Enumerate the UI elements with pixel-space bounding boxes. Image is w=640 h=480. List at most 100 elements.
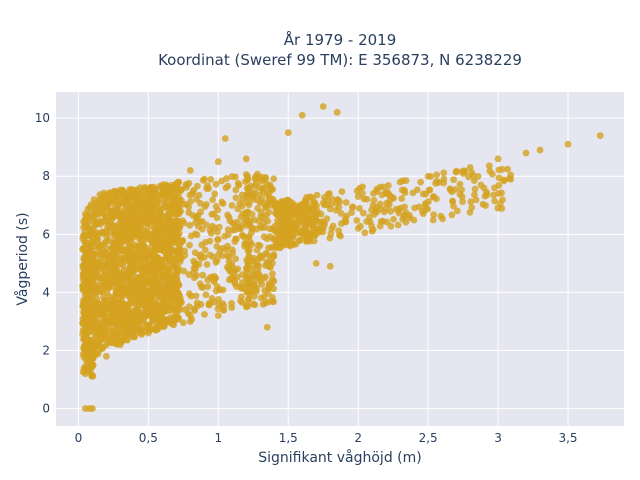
data-point (413, 186, 421, 194)
data-point (248, 241, 256, 248)
data-point (100, 305, 108, 313)
data-point (459, 198, 466, 206)
data-point (486, 167, 494, 175)
data-point (89, 268, 97, 276)
data-point (120, 286, 128, 294)
y-axis-title: Vågperiod (s) (14, 212, 31, 305)
data-point (256, 222, 264, 230)
data-point (179, 217, 187, 225)
data-point (83, 212, 90, 220)
data-point (232, 235, 240, 243)
data-point (221, 135, 229, 142)
data-point (262, 174, 269, 181)
data-point (105, 281, 113, 288)
data-point (118, 260, 126, 268)
data-point (256, 199, 264, 207)
data-point (135, 325, 142, 333)
data-point (458, 168, 466, 175)
data-point (87, 282, 95, 290)
data-point (245, 252, 253, 260)
data-point (337, 232, 344, 240)
data-point (189, 211, 196, 219)
data-point (98, 251, 106, 259)
data-point (144, 187, 152, 195)
data-point (165, 278, 173, 285)
data-point (370, 189, 377, 197)
data-point (109, 295, 117, 303)
data-point (366, 218, 374, 226)
data-point (242, 303, 250, 311)
data-point (448, 188, 456, 196)
data-point (327, 230, 335, 238)
data-point (82, 334, 90, 342)
data-point (232, 194, 240, 202)
data-point (164, 233, 171, 241)
data-point (239, 284, 247, 292)
data-point (86, 204, 94, 212)
data-point (335, 203, 343, 211)
data-point (150, 259, 158, 267)
data-point (232, 255, 240, 263)
data-point (472, 196, 480, 204)
data-point (212, 180, 220, 188)
data-point (465, 173, 472, 181)
data-point (150, 251, 158, 259)
data-point (396, 178, 404, 186)
data-point (342, 199, 350, 206)
data-point (498, 189, 505, 197)
x-tick-label: 0,5 (139, 431, 158, 445)
data-point (214, 312, 222, 320)
data-point (142, 214, 150, 222)
data-point (170, 189, 178, 197)
data-point (100, 293, 108, 301)
data-point (369, 202, 377, 209)
data-point (295, 237, 303, 244)
data-point (120, 193, 128, 201)
data-point (186, 241, 193, 249)
data-point (206, 274, 214, 281)
y-axis-ticks: 0 2 4 6 8 10 (35, 111, 50, 415)
data-point (173, 265, 181, 273)
data-point (239, 232, 247, 240)
data-point (498, 205, 506, 212)
data-point (208, 210, 216, 218)
data-point (215, 296, 222, 303)
y-tick-label: 10 (35, 111, 50, 125)
data-point (142, 255, 150, 262)
data-point (89, 276, 97, 284)
data-point (429, 216, 437, 224)
data-point (334, 196, 341, 204)
data-point (80, 299, 88, 307)
data-point (89, 224, 97, 232)
data-point (433, 171, 441, 179)
data-point (243, 198, 251, 206)
data-point (323, 196, 331, 204)
data-point (88, 372, 96, 380)
data-point (275, 227, 283, 234)
data-point (387, 207, 395, 215)
data-point (94, 209, 101, 217)
data-point (177, 186, 185, 193)
data-point (201, 203, 209, 211)
data-point (318, 223, 326, 230)
data-point (94, 235, 102, 243)
data-point (193, 299, 201, 307)
data-point (95, 219, 103, 227)
data-point (80, 353, 88, 361)
data-point (96, 191, 104, 198)
data-point (284, 211, 292, 219)
x-tick-label: 2,5 (419, 431, 438, 445)
data-point (133, 199, 141, 206)
data-point (159, 315, 167, 323)
data-point (216, 286, 224, 294)
data-point (114, 202, 122, 210)
data-point (90, 196, 98, 203)
data-point (138, 331, 145, 338)
data-point (348, 209, 355, 217)
data-point (242, 222, 250, 229)
data-point (117, 305, 125, 313)
data-point (144, 329, 152, 337)
data-point (248, 224, 256, 232)
x-axis-ticks: 0 0,5 1 1,5 2 2,5 3 3,5 (75, 431, 578, 445)
data-point (491, 197, 499, 205)
